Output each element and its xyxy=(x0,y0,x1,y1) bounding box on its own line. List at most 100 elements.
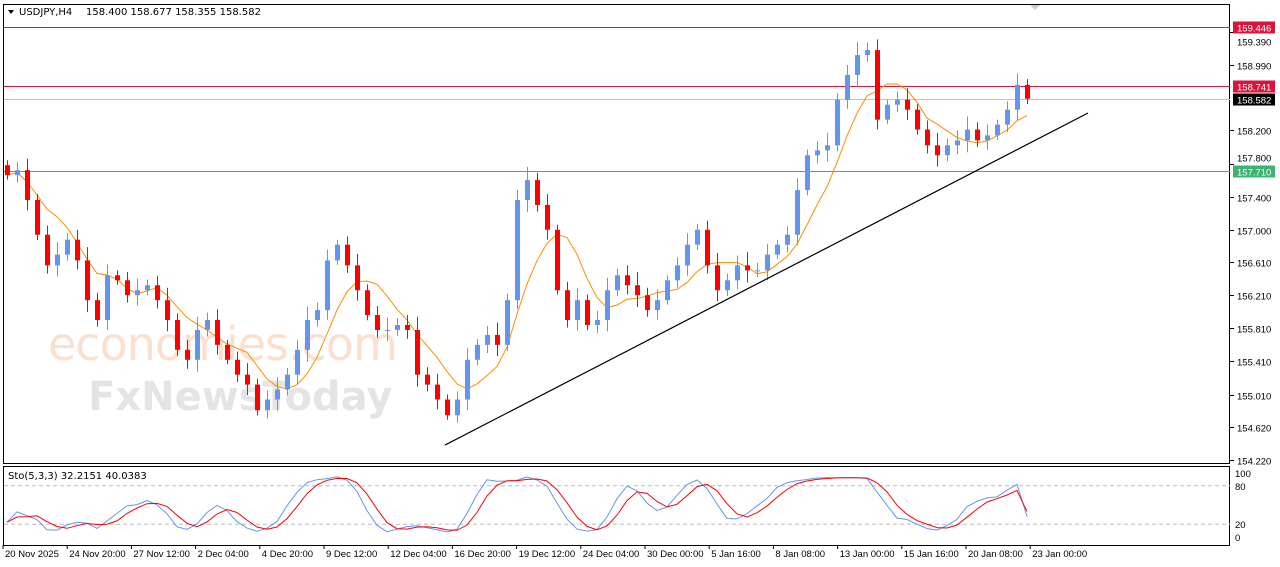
candle-bear xyxy=(935,145,940,156)
candle-bear xyxy=(225,344,230,360)
candle-bear xyxy=(215,320,220,345)
triangle-down-icon[interactable] xyxy=(8,10,14,14)
price-tick-label: 158.990 xyxy=(1237,62,1271,73)
candle-bull xyxy=(205,320,210,330)
price-tick-label: 156.210 xyxy=(1237,292,1271,303)
candle-bear xyxy=(745,265,750,271)
candle-bear xyxy=(345,244,350,266)
time-tick-label: 27 Nov 12:00 xyxy=(133,549,190,560)
candle-bear xyxy=(875,50,880,120)
price-tags: 159.446 158.741 158.582 157.710 xyxy=(1233,21,1275,179)
price-tick-label: 157.800 xyxy=(1237,154,1271,165)
candle-bear xyxy=(35,199,40,235)
candle-bull xyxy=(1005,109,1010,125)
candle-bull xyxy=(515,199,520,301)
price-tag-bg xyxy=(1233,165,1275,178)
candle-bear xyxy=(705,229,710,266)
candle-bull xyxy=(815,150,820,156)
price-tick-label: 158.200 xyxy=(1237,127,1271,138)
candle-bull xyxy=(65,239,70,255)
candle-bull xyxy=(825,145,830,151)
moving-average xyxy=(6,83,1028,390)
price-tick-label: 159.390 xyxy=(1237,38,1271,49)
candle-bear xyxy=(45,234,50,266)
candle-bull xyxy=(955,140,960,146)
candle-bull xyxy=(295,349,300,375)
candle-bear xyxy=(5,165,10,176)
candle-bull xyxy=(525,180,530,200)
candle-bull xyxy=(765,254,770,271)
candle-bull xyxy=(835,99,840,146)
price-tag-support: 157.710 xyxy=(1237,168,1271,179)
candle-bear xyxy=(555,229,560,291)
candle-bear xyxy=(355,265,360,291)
candle-bear xyxy=(645,295,650,311)
price-tag-bg xyxy=(1233,80,1275,93)
time-tick-label: 30 Dec 00:00 xyxy=(647,549,704,560)
time-tick-label: 13 Jan 00:00 xyxy=(840,549,895,560)
watermark-fxnewstoday: FxNewsToday xyxy=(88,374,392,420)
candle-bear xyxy=(165,300,170,321)
stochastic-label: Sto(5,3,3) 32.2151 40.0383 xyxy=(8,471,147,482)
price-tick-label: 154.620 xyxy=(1237,424,1271,435)
candle-bear xyxy=(75,239,80,261)
price-tick-label: 157.000 xyxy=(1237,227,1271,238)
price-tag-resistance: 158.741 xyxy=(1237,83,1271,94)
candle-bull xyxy=(845,74,850,100)
price-tag-resistance: 159.446 xyxy=(1237,24,1271,35)
stochastic-tick-label: 100 xyxy=(1235,469,1251,480)
price-tick-label: 155.410 xyxy=(1237,358,1271,369)
price-tag-current: 158.582 xyxy=(1237,96,1271,107)
time-tick-label: 24 Nov 20:00 xyxy=(69,549,126,560)
candle-bear xyxy=(915,109,920,130)
price-tick-label: 155.010 xyxy=(1237,392,1271,403)
candle-bear xyxy=(155,285,160,301)
candle-bull xyxy=(985,135,990,141)
ohlc-readout: 158.400 158.677 158.355 158.582 xyxy=(86,7,261,18)
candle-bull xyxy=(195,329,200,360)
candle-bull xyxy=(135,290,140,296)
candle-bull xyxy=(695,229,700,245)
chart-shift-marker-icon[interactable] xyxy=(1030,5,1040,10)
time-tick-label: 24 Dec 04:00 xyxy=(583,549,640,560)
candle-bull xyxy=(505,300,510,345)
watermark-logo: economies.com FxNewsToday xyxy=(48,317,398,420)
candle-bear xyxy=(85,260,90,301)
candle-bull xyxy=(965,129,970,141)
candle-bull xyxy=(775,244,780,255)
candle-bear xyxy=(715,265,720,291)
time-tick-label: 4 Dec 20:00 xyxy=(262,549,313,560)
price-tick-label: 156.610 xyxy=(1237,259,1271,270)
candle-bear xyxy=(95,300,100,321)
candle-bull xyxy=(595,320,600,325)
time-tick-label: 8 Jan 08:00 xyxy=(775,549,825,560)
candle-bear xyxy=(235,359,240,375)
candle-bull xyxy=(575,300,580,321)
trendline[interactable] xyxy=(444,112,1089,446)
time-tick-label: 9 Dec 12:00 xyxy=(326,549,377,560)
candle-bear xyxy=(245,374,250,385)
candle-bull xyxy=(895,99,900,105)
symbol-label: USDJPY,H4 xyxy=(19,7,72,18)
candle-bear xyxy=(1025,84,1030,99)
candle-bear xyxy=(415,329,420,375)
candle-bear xyxy=(115,275,120,281)
candle-bull xyxy=(275,389,280,400)
time-tick-label: 20 Nov 2025 xyxy=(5,549,59,560)
time-tick-label: 19 Dec 12:00 xyxy=(519,549,576,560)
candle-bull xyxy=(285,374,290,390)
candle-bull xyxy=(105,275,110,321)
candle-bull xyxy=(785,234,790,245)
candle-bear xyxy=(905,99,910,110)
candle-bear xyxy=(545,204,550,230)
candle-bull xyxy=(55,254,60,266)
stochastic-tick-label: 0 xyxy=(1235,533,1240,544)
time-tick-label: 23 Jan 00:00 xyxy=(1032,549,1087,560)
time-tick-label: 16 Dec 20:00 xyxy=(454,549,511,560)
candle-bull xyxy=(315,310,320,321)
candle-bull xyxy=(885,104,890,120)
candle-bear xyxy=(925,129,930,146)
time-axis: 20 Nov 2025 24 Nov 20:00 27 Nov 12:00 2 Dec… xyxy=(2,545,1087,560)
candle-bear xyxy=(405,324,410,330)
